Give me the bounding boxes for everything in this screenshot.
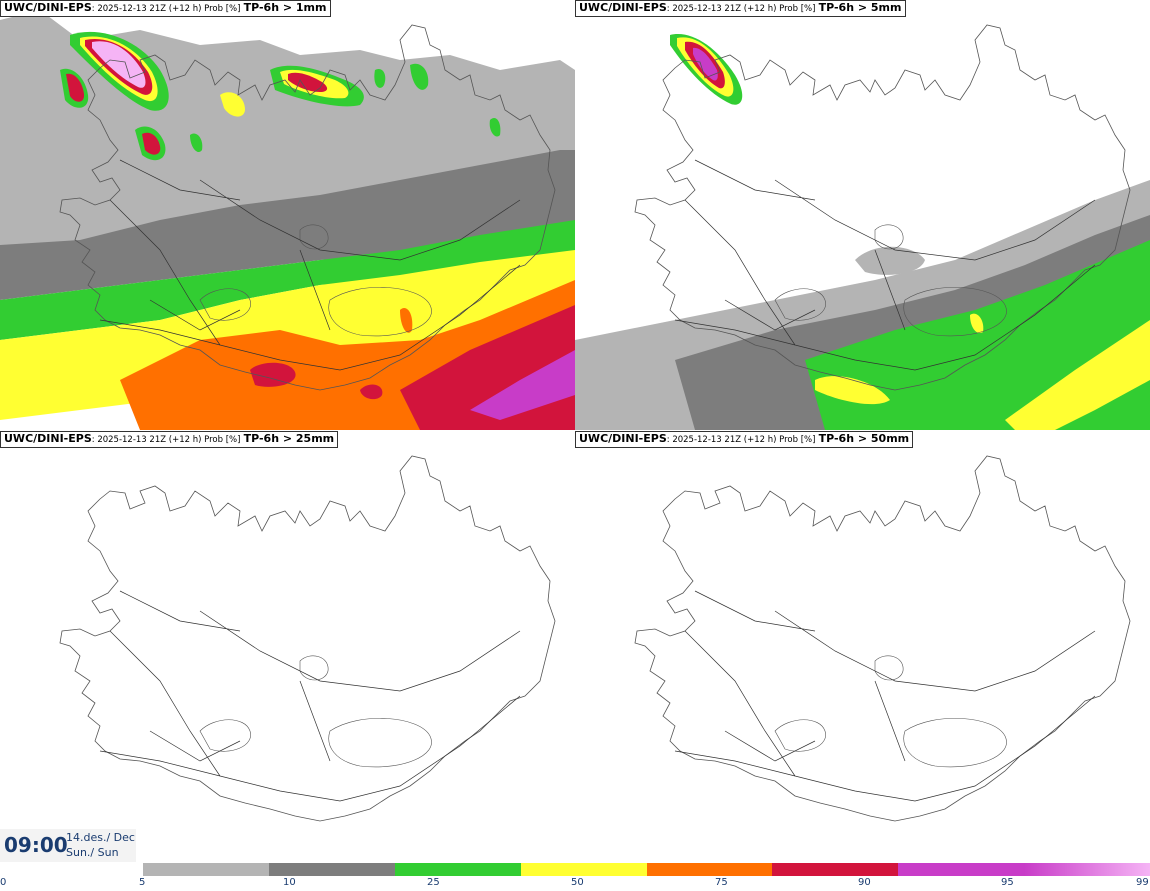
- panel-title: UWC/DINI-EPS: 2025-12-13 21Z (+12 h) Pro…: [0, 431, 339, 448]
- legend-tick-label: 95: [1001, 877, 1014, 888]
- legend-tick-label: 5: [139, 877, 146, 888]
- valid-time: 09:00: [4, 833, 68, 857]
- precip-map-5mm: [575, 0, 1150, 430]
- legend-tick-label: 10: [283, 877, 296, 888]
- precip-map-50mm: [575, 431, 1150, 861]
- map-panel-50mm: UWC/DINI-EPS: 2025-12-13 21Z (+12 h) Pro…: [575, 431, 1150, 861]
- legend-tick-label: 99: [1136, 877, 1149, 888]
- valid-time-box: 09:00 14.des./ Dec Sun./ Sun: [0, 829, 136, 862]
- legend-tick-label: 0: [0, 877, 7, 888]
- legend-tick-label: 75: [715, 877, 728, 888]
- precip-map-25mm: [0, 431, 575, 861]
- legend-swatch: [394, 863, 521, 876]
- panel-title: UWC/DINI-EPS: 2025-12-13 21Z (+12 h) Pro…: [575, 0, 906, 17]
- panel-title: UWC/DINI-EPS: 2025-12-13 21Z (+12 h) Pro…: [575, 431, 914, 448]
- map-panel-25mm: UWC/DINI-EPS: 2025-12-13 21Z (+12 h) Pro…: [0, 431, 575, 861]
- legend-swatch: [898, 863, 1025, 876]
- panel-title: UWC/DINI-EPS: 2025-12-13 21Z (+12 h) Pro…: [0, 0, 331, 17]
- valid-day: Sun./ Sun: [66, 846, 119, 859]
- map-panel-5mm: UWC/DINI-EPS: 2025-12-13 21Z (+12 h) Pro…: [575, 0, 1150, 430]
- legend-swatch: [520, 863, 647, 876]
- precip-map-1mm: [0, 0, 575, 430]
- legend-swatch: [1024, 863, 1150, 876]
- legend-swatch: [646, 863, 773, 876]
- probability-legend: [143, 863, 1150, 876]
- valid-date: 14.des./ Dec: [66, 831, 135, 844]
- legend-tick-label: 90: [858, 877, 871, 888]
- legend-tick-label: 50: [571, 877, 584, 888]
- map-panel-1mm: UWC/DINI-EPS: 2025-12-13 21Z (+12 h) Pro…: [0, 0, 575, 430]
- legend-swatch: [772, 863, 899, 876]
- legend-swatch: [268, 863, 395, 876]
- legend-tick-label: 25: [427, 877, 440, 888]
- legend-swatch: [143, 863, 269, 876]
